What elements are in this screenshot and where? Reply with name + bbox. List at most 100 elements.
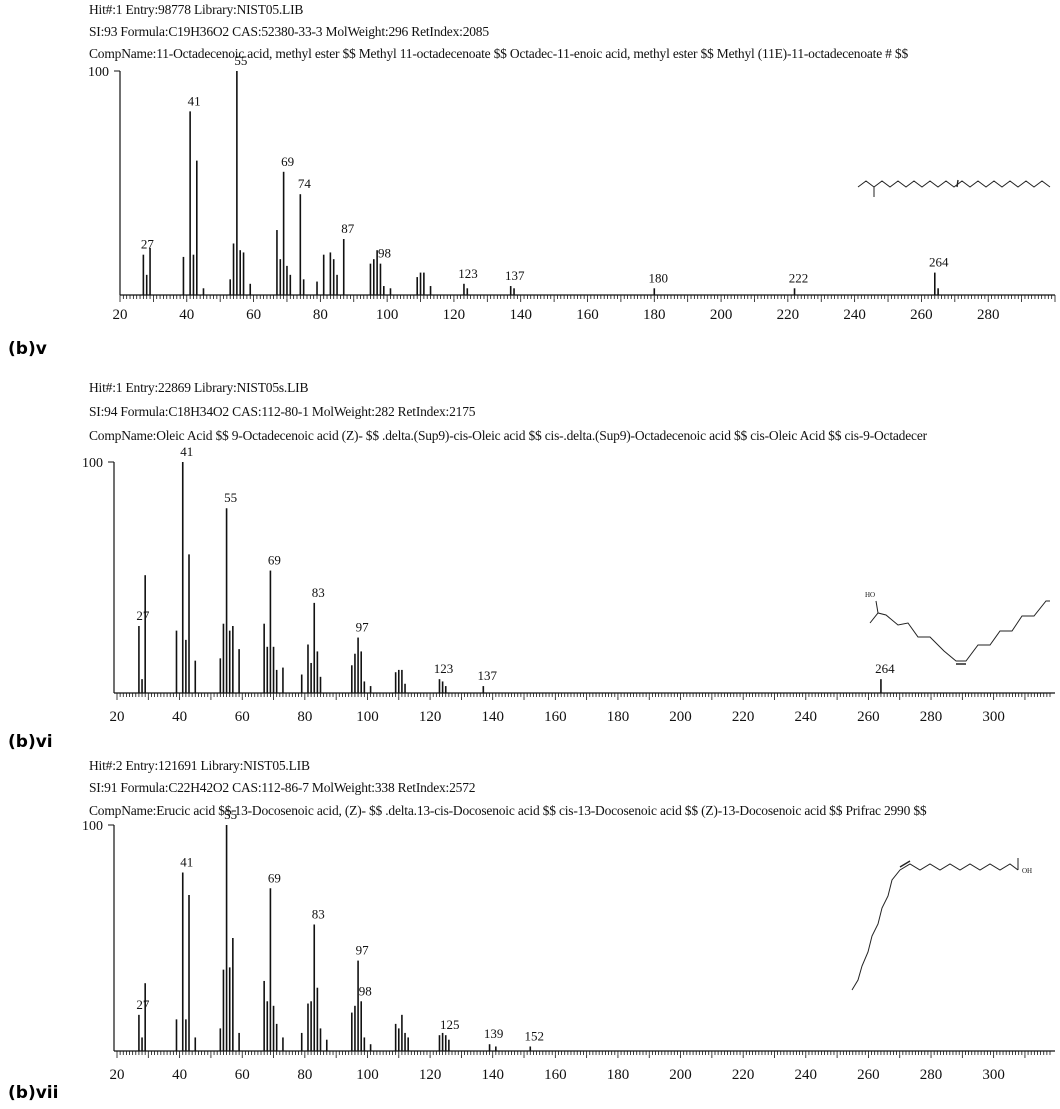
- x-tick-label: 120: [443, 307, 466, 323]
- peak-label: 123: [434, 661, 454, 676]
- x-tick-label: 260: [910, 307, 933, 323]
- x-tick-label: 240: [843, 307, 866, 323]
- si-line: SI:93 Formula:C19H36O2 CAS:52380-33-3 Mo…: [89, 24, 489, 39]
- peak-label: 97: [356, 943, 370, 958]
- peak-label: 87: [341, 221, 355, 236]
- peak-label: 98: [359, 983, 372, 998]
- x-tick-label: 80: [313, 307, 328, 323]
- erucic-acid-structure-icon: OH: [851, 858, 1032, 991]
- x-tick-label: 60: [235, 709, 250, 725]
- x-tick-label: 260: [857, 1067, 880, 1083]
- peak-label: 137: [505, 268, 525, 283]
- x-tick-label: 260: [857, 709, 880, 725]
- peak-label: 180: [649, 270, 669, 285]
- x-tick-label: 80: [297, 709, 312, 725]
- x-tick-label: 280: [920, 709, 943, 725]
- peak-label: 152: [525, 1028, 545, 1043]
- y-tick-label-100: 100: [82, 456, 103, 471]
- x-tick-label: 40: [172, 709, 187, 725]
- x-tick-label: 100: [356, 1067, 379, 1083]
- peak-label: 74: [298, 176, 312, 191]
- peak-label: 27: [136, 997, 150, 1012]
- peak-label: 69: [281, 154, 294, 169]
- peak-label: 98: [378, 246, 391, 261]
- oleic-acid-structure-icon: HO: [865, 591, 1050, 665]
- peak-label: 41: [188, 93, 201, 108]
- peak-label: 222: [789, 270, 809, 285]
- x-tick-label: 300: [982, 709, 1005, 725]
- x-tick-label: 40: [179, 307, 194, 323]
- x-tick-label: 140: [509, 307, 532, 323]
- mass-spectrum-chart: 100 20 40 60 80 100 120 140 160 180 200 220 240 260 28…: [88, 53, 1056, 323]
- x-tick-label: 20: [113, 307, 128, 323]
- x-tick-label: 60: [235, 1067, 250, 1083]
- peak-label: 264: [929, 255, 949, 270]
- x-tick-label: 100: [356, 709, 379, 725]
- panel-label: (b)v: [8, 339, 47, 359]
- peak-label: 69: [268, 553, 281, 568]
- hit-line: Hit#:2 Entry:121691 Library:NIST05.LIB: [89, 758, 310, 773]
- spectrum-panel-bvii: Hit#:2 Entry:121691 Library:NIST05.LIB S…: [0, 758, 1060, 1109]
- peak-label: 139: [484, 1026, 504, 1041]
- x-tick-label: 40: [172, 1067, 187, 1083]
- peak-label: 83: [312, 585, 325, 600]
- peak-label: 264: [875, 661, 895, 676]
- compname-line: CompName:Oleic Acid $$ 9-Octadecenoic ac…: [89, 428, 927, 443]
- peak-label: 55: [224, 807, 237, 822]
- spectrum-panel-bv: Hit#:1 Entry:98778 Library:NIST05.LIB SI…: [0, 0, 1060, 360]
- si-line: SI:94 Formula:C18H34O2 CAS:112-80-1 MolW…: [89, 404, 476, 419]
- peak-label: 55: [224, 490, 237, 505]
- peak-label: 41: [180, 854, 193, 869]
- panel-label: (b)vi: [8, 732, 53, 752]
- mass-spectrum-chart: 100 20 40 60 80 100 120 140 160 180 200 220 240 260 28…: [82, 444, 1055, 725]
- x-tick-label: 20: [110, 1067, 125, 1083]
- x-tick-label: 200: [710, 307, 733, 323]
- x-tick-label: 200: [669, 1067, 692, 1083]
- peak-label: 137: [478, 668, 498, 683]
- x-tick-label: 20: [110, 709, 125, 725]
- structure-atom-label: HO: [865, 591, 875, 599]
- x-tick-label: 180: [643, 307, 666, 323]
- x-tick-label: 80: [297, 1067, 312, 1083]
- x-tick-label: 300: [982, 1067, 1005, 1083]
- hit-line: Hit#:1 Entry:98778 Library:NIST05.LIB: [89, 2, 304, 17]
- x-tick-label: 240: [795, 709, 818, 725]
- x-tick-label: 60: [246, 307, 261, 323]
- x-tick-label: 140: [481, 709, 504, 725]
- si-line: SI:91 Formula:C22H42O2 CAS:112-86-7 MolW…: [89, 780, 476, 795]
- peak-label: 125: [440, 1017, 460, 1032]
- peak-label: 27: [141, 237, 155, 252]
- x-tick-label: 220: [732, 709, 755, 725]
- x-tick-label: 220: [732, 1067, 755, 1083]
- y-tick-label-100: 100: [88, 65, 109, 80]
- x-tick-label: 280: [920, 1067, 943, 1083]
- x-tick-label: 180: [607, 709, 630, 725]
- hit-line: Hit#:1 Entry:22869 Library:NIST05s.LIB: [89, 380, 309, 395]
- peak-label: 83: [312, 906, 325, 921]
- peak-label: 41: [180, 444, 193, 459]
- x-tick-label: 160: [544, 709, 567, 725]
- x-tick-label: 240: [795, 1067, 818, 1083]
- compname-line: CompName:Erucic acid $$ 13-Docosenoic ac…: [89, 803, 927, 818]
- structure-atom-label: OH: [1022, 867, 1032, 875]
- compname-line: CompName:11-Octadecenoic acid, methyl es…: [89, 46, 909, 61]
- methyl-ester-structure-icon: [857, 179, 1051, 197]
- peak-label: 27: [136, 608, 150, 623]
- x-tick-label: 200: [669, 709, 692, 725]
- x-tick-label: 120: [419, 709, 442, 725]
- y-tick-label-100: 100: [82, 819, 103, 834]
- peak-label: 55: [234, 53, 247, 68]
- x-tick-label: 220: [777, 307, 800, 323]
- mass-spectrum-chart: 100 20 40 60 80 100 120 140 160 180 200 220 240 260 28…: [82, 807, 1055, 1083]
- peak-label: 69: [268, 870, 281, 885]
- peak-label: 123: [458, 266, 478, 281]
- spectrum-panel-bvi: Hit#:1 Entry:22869 Library:NIST05s.LIB S…: [0, 375, 1060, 752]
- x-tick-label: 280: [977, 307, 1000, 323]
- peak-label: 97: [356, 620, 370, 635]
- x-tick-label: 160: [576, 307, 599, 323]
- x-tick-label: 120: [419, 1067, 442, 1083]
- x-tick-label: 140: [481, 1067, 504, 1083]
- x-tick-label: 100: [376, 307, 399, 323]
- x-tick-label: 160: [544, 1067, 567, 1083]
- x-tick-label: 180: [607, 1067, 630, 1083]
